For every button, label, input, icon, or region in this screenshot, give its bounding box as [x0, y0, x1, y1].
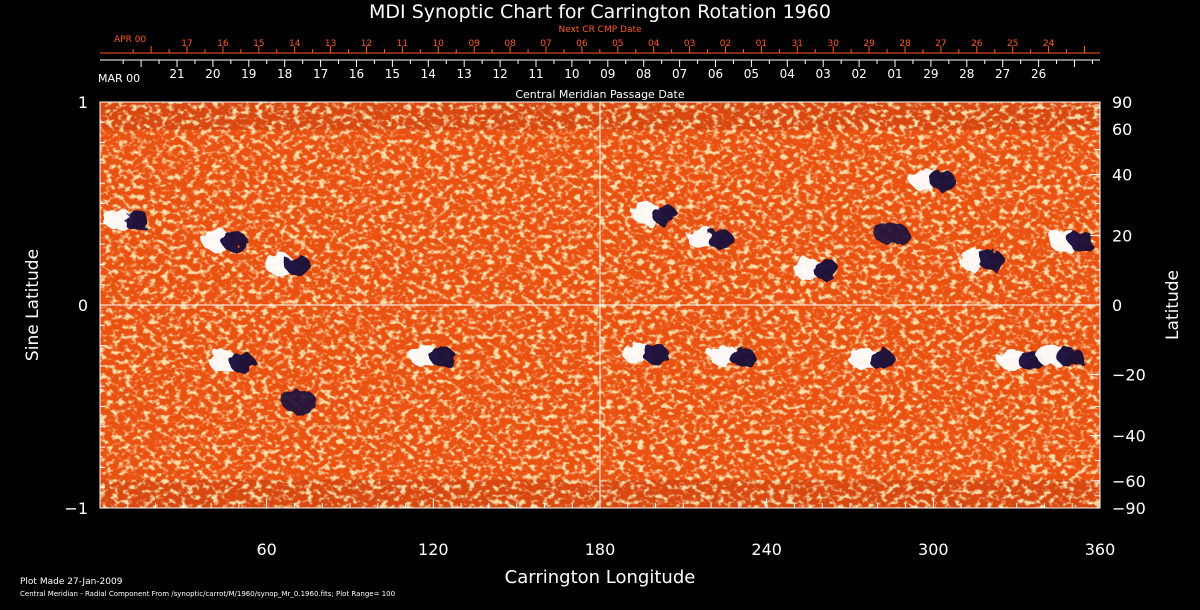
top-red-date-label: 25 — [1007, 39, 1018, 49]
region-negative-7 — [707, 229, 734, 250]
region-negative-17 — [1057, 346, 1084, 367]
x-tick-label: 180 — [585, 540, 616, 559]
top-red-date-label: 31 — [792, 39, 803, 49]
top-red-date-label: 28 — [899, 39, 911, 49]
top-red-date-label: 08 — [504, 39, 516, 49]
region-negative-6 — [651, 204, 678, 225]
region-negative-1 — [221, 231, 247, 252]
top-white-date-label: 08 — [636, 67, 651, 81]
top-red-date-label: 05 — [612, 39, 623, 49]
region-negative-14 — [729, 346, 756, 367]
top-white-date-label: 15 — [385, 67, 400, 81]
top-white-date-label: 28 — [959, 67, 974, 81]
top-red-date-label: 03 — [684, 39, 695, 49]
top-red-date-label: 30 — [827, 39, 839, 49]
top-axis-red-month: APR 00 — [114, 35, 146, 45]
top-white-date-label: 16 — [349, 67, 364, 81]
top-white-date-label: 02 — [851, 67, 866, 81]
top-axis-red-label: Next CR CMP Date — [558, 25, 642, 35]
x-tick-label: 360 — [1085, 540, 1116, 559]
y-right-tick-label: −60 — [1112, 472, 1146, 491]
y-right-tick-label: −40 — [1112, 426, 1146, 445]
axes-layer: 60 120 180 240 300 36010−1906040200−20−40−60−… — [64, 39, 1145, 559]
footer-plot-made: Plot Made 27-Jan-2009 — [20, 577, 123, 587]
top-white-date-label: 07 — [672, 67, 687, 81]
footer-source-info: Central Meridian - Radial Component From… — [20, 590, 396, 598]
y-right-tick-label: 40 — [1112, 166, 1132, 185]
top-red-date-label: 01 — [756, 39, 767, 49]
y-left-tick-label: 0 — [78, 296, 88, 315]
y-axis-left-label: Sine Latitude — [23, 249, 43, 361]
top-white-date-label: 20 — [205, 67, 220, 81]
region-negative-12 — [1068, 231, 1095, 252]
top-red-date-label: 26 — [971, 39, 983, 49]
top-white-date-label: 10 — [564, 67, 579, 81]
top-red-date-label: 16 — [217, 39, 229, 49]
top-red-date-label: 06 — [576, 39, 588, 49]
top-red-date-label: 02 — [720, 39, 731, 49]
x-axis-label: Carrington Longitude — [505, 567, 696, 588]
y-left-tick-label: 1 — [78, 93, 88, 112]
top-red-date-label: 15 — [253, 39, 264, 49]
top-red-date-label: 07 — [540, 39, 551, 49]
chart-title: MDI Synoptic Chart for Carrington Rotati… — [369, 1, 831, 23]
region-negative-8 — [812, 259, 839, 280]
region-negative-13 — [643, 344, 670, 365]
y-right-tick-label: −20 — [1112, 365, 1146, 384]
top-white-date-label: 01 — [887, 67, 902, 81]
top-red-date-label: 13 — [325, 39, 336, 49]
x-tick-label: 300 — [918, 540, 949, 559]
top-white-date-label: 04 — [780, 67, 795, 81]
region-negative-0 — [123, 210, 150, 231]
top-white-date-label: 11 — [528, 67, 543, 81]
top-white-date-label: 18 — [277, 67, 292, 81]
top-white-date-label: 21 — [169, 67, 184, 81]
active-regions-layer — [103, 168, 1095, 414]
top-red-date-label: 29 — [863, 39, 875, 49]
region-negative-11 — [979, 251, 1006, 272]
top-red-date-label: 14 — [289, 39, 301, 49]
top-red-date-label: 04 — [648, 39, 660, 49]
region-negative-5 — [282, 391, 318, 414]
region-negative-15 — [868, 348, 895, 369]
y-left-tick-label: −1 — [64, 499, 88, 518]
top-white-date-label: 29 — [923, 67, 938, 81]
top-white-date-label: 17 — [313, 67, 328, 81]
y-right-tick-label: 0 — [1112, 296, 1122, 315]
top-white-date-label: 19 — [241, 67, 256, 81]
region-negative-2 — [284, 255, 311, 276]
top-white-date-label: 12 — [492, 67, 507, 81]
top-axis-white-month: MAR 00 — [98, 72, 140, 85]
x-tick-label: 60 — [256, 540, 276, 559]
y-right-tick-label: 90 — [1112, 93, 1132, 112]
y-right-tick-label: 20 — [1112, 227, 1132, 246]
top-white-date-label: 13 — [457, 67, 472, 81]
top-white-date-label: 27 — [995, 67, 1010, 81]
y-axis-right-label: Latitude — [1163, 270, 1183, 340]
x-tick-label: 120 — [418, 540, 449, 559]
y-right-tick-label: 60 — [1112, 120, 1132, 139]
top-white-date-label: 03 — [816, 67, 831, 81]
top-white-date-label: 05 — [744, 67, 759, 81]
region-negative-4 — [429, 346, 456, 367]
x-tick-label: 240 — [751, 540, 782, 559]
top-red-date-label: 12 — [361, 39, 372, 49]
region-negative-10 — [929, 170, 956, 191]
region-negative-9 — [873, 222, 910, 245]
top-red-date-label: 10 — [433, 39, 445, 49]
top-red-date-label: 17 — [181, 39, 192, 49]
top-white-date-label: 14 — [421, 67, 436, 81]
top-red-date-label: 11 — [397, 39, 408, 49]
top-axis-white-label: Central Meridian Passage Date — [515, 88, 684, 101]
top-red-date-label: 24 — [1043, 39, 1055, 49]
region-negative-3 — [229, 352, 256, 373]
y-right-tick-label: −90 — [1112, 499, 1146, 518]
top-red-date-label: 09 — [468, 39, 480, 49]
top-red-date-label: 27 — [935, 39, 946, 49]
top-white-date-label: 26 — [1031, 67, 1046, 81]
top-white-date-label: 09 — [600, 67, 615, 81]
top-white-date-label: 06 — [708, 67, 723, 81]
